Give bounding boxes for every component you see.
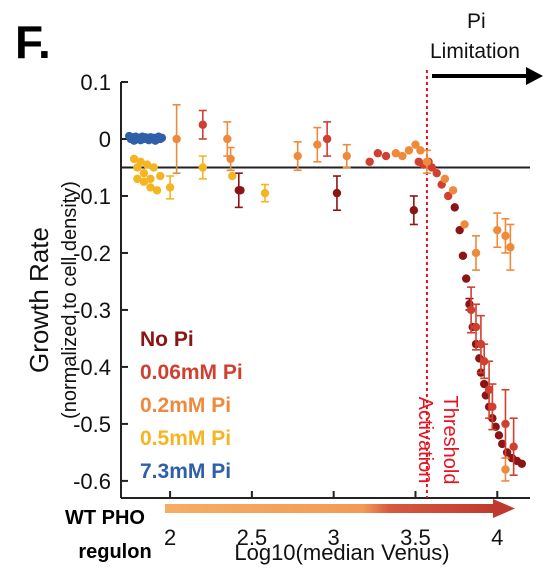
- regulon-arrow-bar: [165, 504, 495, 513]
- y-tick-label: -0.1: [73, 184, 111, 209]
- data-point-0-06mm-pi: [501, 420, 509, 428]
- data-point-0-5mm-pi: [166, 183, 174, 191]
- y-tick-label: -0.4: [73, 355, 111, 380]
- data-point-7-3mm-pi: [158, 134, 166, 142]
- data-point-0-06mm-pi: [488, 403, 496, 411]
- data-point-0-5mm-pi: [261, 189, 269, 197]
- y-tick-label: 0: [99, 127, 111, 152]
- data-point-0-2mm-pi: [501, 232, 509, 240]
- data-point-0-06mm-pi: [199, 121, 207, 129]
- limitation-line2: Limitation: [430, 40, 520, 63]
- regulon-arrow-head: [493, 499, 515, 518]
- data-point-0-2mm-pi: [460, 220, 468, 228]
- data-point-0-2mm-pi: [501, 465, 509, 473]
- threshold-label-line1: Activation: [414, 397, 436, 484]
- legend-item-006: 0.06mM Pi: [140, 361, 243, 384]
- data-point-0-06mm-pi: [472, 323, 480, 331]
- limitation-line1: Pi: [467, 10, 486, 33]
- data-point-0-5mm-pi: [199, 163, 207, 171]
- legend-item-no-pi: No Pi: [140, 328, 194, 351]
- data-point-0-2mm-pi: [423, 158, 431, 166]
- data-point-0-2mm-pi: [398, 152, 406, 160]
- data-point-0-2mm-pi: [172, 135, 180, 143]
- data-point-0-06mm-pi: [433, 169, 441, 177]
- data-point-no-pi: [518, 460, 526, 468]
- data-point-0-2mm-pi: [223, 135, 231, 143]
- data-point-0-2mm-pi: [313, 140, 321, 148]
- data-point-0-2mm-pi: [506, 243, 514, 251]
- threshold-label-line2: Threshold: [439, 396, 461, 485]
- y-tick-label: 0.1: [80, 70, 111, 95]
- legend: No Pi 0.06mM Pi 0.2mM Pi 0.5mM Pi 7.3mM …: [140, 328, 243, 483]
- limitation-arrow-head: [526, 67, 543, 85]
- data-point-0-5mm-pi: [153, 186, 161, 194]
- panel-label: F.: [15, 16, 51, 68]
- data-point-0-5mm-pi: [140, 169, 148, 177]
- data-point-0-2mm-pi: [472, 249, 480, 257]
- data-point-0-5mm-pi: [228, 172, 236, 180]
- legend-item-73: 7.3mM Pi: [140, 460, 231, 483]
- regulon-label-line1: WT PHO: [65, 507, 145, 529]
- data-point-0-2mm-pi: [449, 186, 457, 194]
- data-point-0-5mm-pi: [140, 178, 148, 186]
- y-tick-label: -0.6: [73, 469, 111, 494]
- data-point-0-06mm-pi: [382, 152, 390, 160]
- data-point-no-pi: [333, 189, 341, 197]
- data-point-no-pi: [462, 274, 470, 282]
- data-point-0-06mm-pi: [467, 306, 475, 314]
- data-point-0-2mm-pi: [226, 155, 234, 163]
- regulon-label-line2: regulon: [78, 541, 151, 563]
- data-point-0-06mm-pi: [365, 158, 373, 166]
- y-axis-title: Growth Rate: [24, 227, 54, 373]
- data-point-0-5mm-pi: [156, 172, 164, 180]
- data-point-0-2mm-pi: [493, 226, 501, 234]
- x-tick-label: 4: [491, 525, 503, 550]
- x-axis-title: Log10(median Venus): [234, 540, 449, 565]
- data-point-0-5mm-pi: [150, 163, 158, 171]
- data-point-0-2mm-pi: [405, 146, 413, 154]
- data-point-no-pi: [451, 203, 459, 211]
- data-point-no-pi: [410, 206, 418, 214]
- legend-item-02: 0.2mM Pi: [140, 394, 231, 417]
- data-point-0-06mm-pi: [323, 135, 331, 143]
- data-point-0-06mm-pi: [509, 443, 517, 451]
- data-point-0-06mm-pi: [374, 149, 382, 157]
- data-point-0-2mm-pi: [293, 152, 301, 160]
- data-point-no-pi: [495, 431, 503, 439]
- data-point-0-2mm-pi: [441, 175, 449, 183]
- data-point-0-2mm-pi: [343, 152, 351, 160]
- x-tick-label: 2: [164, 525, 176, 550]
- y-tick-label: -0.3: [73, 298, 111, 323]
- legend-item-05: 0.5mM Pi: [140, 427, 231, 450]
- data-point-no-pi: [236, 186, 244, 194]
- y-tick-label: -0.5: [73, 412, 111, 437]
- data-point-no-pi: [459, 252, 467, 260]
- y-tick-label: -0.2: [73, 241, 111, 266]
